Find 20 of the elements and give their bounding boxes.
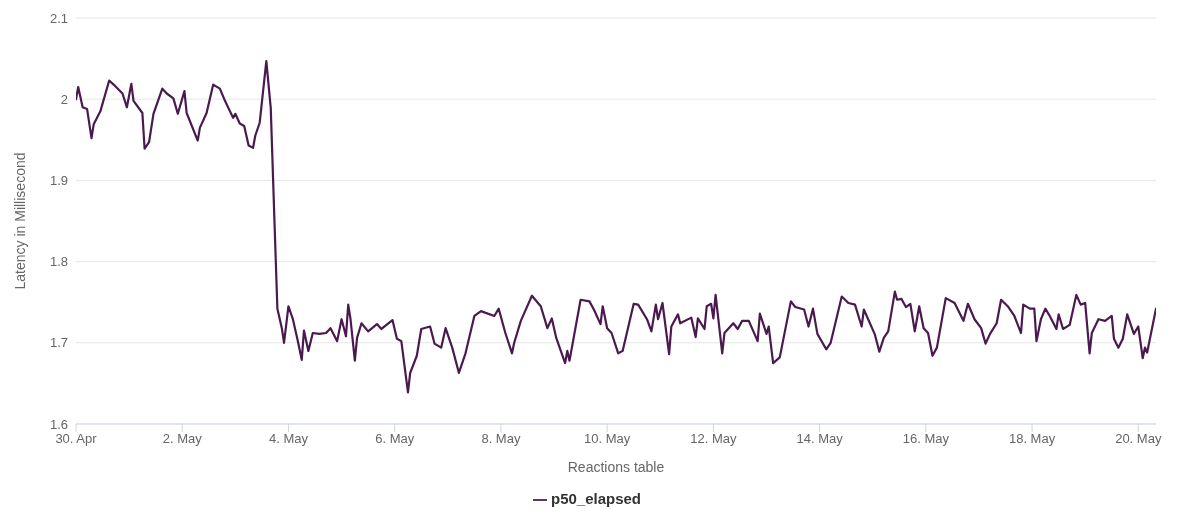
- x-tick-label: 2. May: [162, 431, 203, 447]
- x-tick-label: 10. May: [584, 431, 631, 447]
- x-tick-label: 4. May: [268, 431, 309, 447]
- y-tick-label: 2.1: [49, 10, 68, 26]
- x-tick-label: 18. May: [1008, 431, 1056, 447]
- x-tick-label: 8. May: [481, 431, 521, 447]
- x-tick-label: 14. May: [796, 431, 844, 447]
- y-tick-label: 1.8: [49, 254, 68, 270]
- x-tick-label: 30. Apr: [55, 431, 98, 447]
- legend-label: p50_elapsed: [550, 489, 642, 507]
- y-tick-label: 1.6: [49, 416, 68, 432]
- x-axis-title: Reactions table: [567, 458, 665, 475]
- x-tick-label: 12. May: [690, 431, 737, 447]
- x-tick-label: 20. May: [1115, 431, 1162, 447]
- x-tick-label: 6. May: [375, 431, 415, 447]
- y-tick-label: 1.7: [49, 335, 68, 351]
- y-tick-label: 2: [60, 91, 68, 107]
- x-tick-label: 16. May: [902, 431, 950, 447]
- y-tick-label: 1.9: [49, 173, 68, 188]
- y-axis-title: Latency in Millisecond: [11, 152, 28, 290]
